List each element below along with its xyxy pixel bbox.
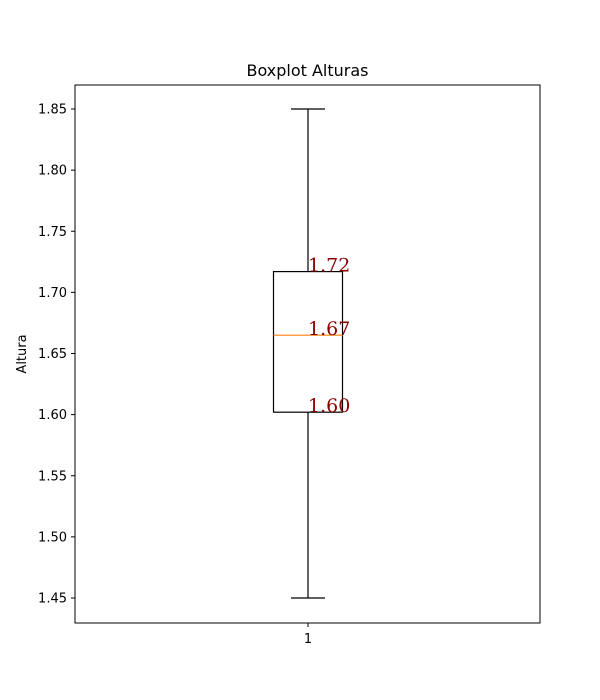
value-annotation: 1.60 bbox=[308, 395, 350, 417]
y-tick-label: 1.50 bbox=[38, 530, 67, 545]
y-tick-label: 1.75 bbox=[38, 225, 67, 240]
y-tick-label: 1.65 bbox=[38, 347, 67, 362]
x-tick-label: 1 bbox=[304, 632, 312, 647]
x-axis: 1 bbox=[304, 623, 312, 647]
annotation-group: 1.72 1.67 1.60 bbox=[308, 255, 350, 418]
y-tick-label: 1.85 bbox=[38, 103, 67, 118]
y-tick-label: 1.70 bbox=[38, 286, 67, 301]
y-axis-label: Altura bbox=[15, 334, 30, 373]
y-tick-label: 1.55 bbox=[38, 469, 67, 484]
value-annotation: 1.67 bbox=[308, 318, 350, 340]
iqr-box bbox=[272, 270, 344, 413]
y-axis: 1.45 1.50 1.55 1.60 1.65 1.70 1.75 1.80 1.85 bbox=[38, 103, 75, 607]
value-annotation: 1.72 bbox=[308, 255, 350, 277]
box-group bbox=[272, 108, 344, 599]
chart-title: Boxplot Alturas bbox=[246, 61, 368, 80]
y-tick-label: 1.80 bbox=[38, 164, 67, 179]
y-tick-label: 1.45 bbox=[38, 592, 67, 607]
y-tick-label: 1.60 bbox=[38, 408, 67, 423]
